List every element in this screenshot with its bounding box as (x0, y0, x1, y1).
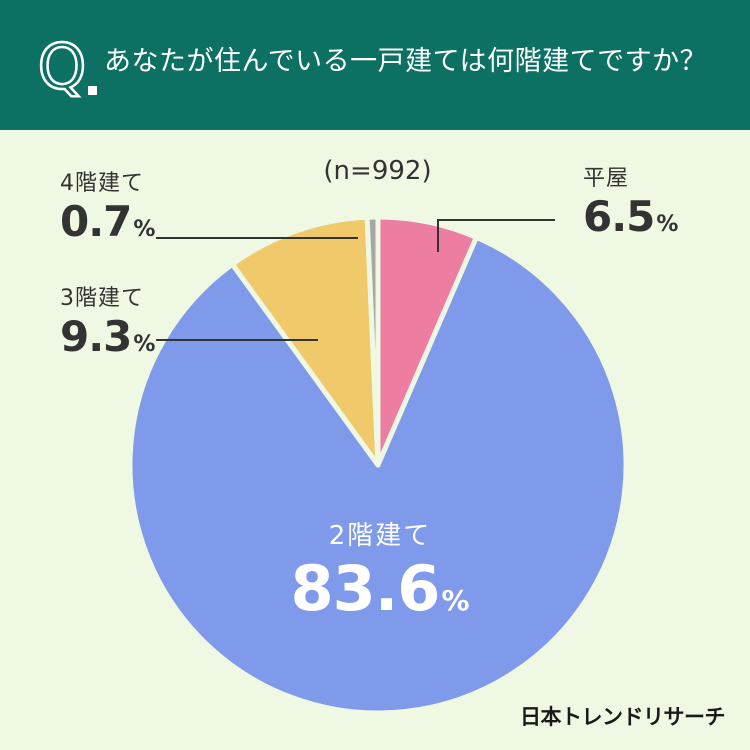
q-dot (88, 86, 97, 95)
slice-label-unit: % (133, 332, 156, 357)
sample-size-label: (n=992) (323, 156, 432, 186)
brand-logo: 日本トレンドリサーチ (520, 705, 726, 729)
slice-label-value: 0.7 (60, 197, 132, 246)
q-icon: Q (36, 32, 87, 100)
slice-label-unit: % (133, 217, 156, 242)
slice-label-unit: % (441, 584, 470, 617)
slice-label-value: 83.6 (290, 552, 440, 625)
question-text: あなたが住んでいる一戸建ては何階建てですか？ (104, 46, 708, 77)
label-2-floors: 2階建て 83.6% (270, 515, 490, 625)
header-banner: Q あなたが住んでいる一戸建ては何階建てですか？ (0, 0, 750, 130)
label-hiraya: 平屋 6.5% (583, 160, 678, 241)
slice-label-name: 4階建て (60, 171, 144, 196)
q-letter: Q (38, 32, 87, 100)
slice-label-value: 6.5 (583, 192, 655, 241)
leader-hiraya (437, 219, 555, 252)
label-3-floors: 3階建て 9.3% (60, 280, 155, 361)
slice-label-unit: % (656, 212, 679, 237)
slice-label-value: 9.3 (60, 312, 132, 361)
slice-label-name: 3階建て (60, 286, 144, 311)
label-4-floors: 4階建て 0.7% (60, 165, 155, 246)
slice-label-name: 平屋 (583, 166, 630, 191)
pie-slice-1 (127, 234, 629, 716)
pie-slice-3 (364, 214, 381, 468)
slice-label-name: 2階建て (328, 521, 432, 551)
pie-slice-2 (229, 214, 381, 468)
